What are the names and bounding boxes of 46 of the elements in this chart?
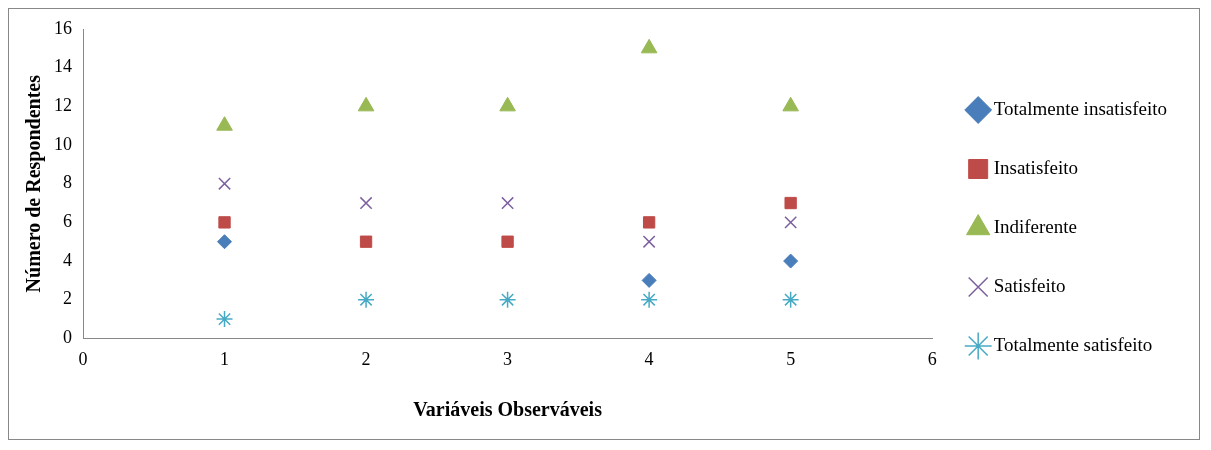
y-tick-label: 6 bbox=[63, 211, 72, 232]
x-tick-label: 1 bbox=[220, 348, 230, 369]
x-axis-title: Variáveis Observáveis bbox=[413, 398, 603, 421]
y-axis-title: Número de Respondentes bbox=[22, 74, 46, 293]
point bbox=[642, 216, 656, 229]
y-tick-label: 16 bbox=[54, 17, 72, 38]
point bbox=[498, 290, 517, 309]
legend-label: Satisfeito bbox=[993, 274, 1066, 296]
point bbox=[359, 196, 373, 210]
x-tick-label: 4 bbox=[644, 348, 654, 369]
y-tick-label: 8 bbox=[63, 172, 72, 193]
legend-label: Totalmente satisfeito bbox=[993, 333, 1153, 355]
point bbox=[781, 290, 800, 309]
x-tick-label: 6 bbox=[927, 348, 937, 369]
legend-label: Insatisfeito bbox=[993, 156, 1079, 178]
point bbox=[218, 177, 231, 191]
point bbox=[501, 235, 514, 248]
legend-label: Indiferente bbox=[993, 215, 1078, 237]
x-tick-label: 3 bbox=[503, 348, 513, 369]
point bbox=[218, 216, 231, 229]
point bbox=[499, 96, 516, 112]
point bbox=[783, 253, 799, 269]
x-tick-label: 2 bbox=[361, 348, 371, 369]
y-tick-label: 4 bbox=[63, 249, 72, 270]
point bbox=[784, 196, 797, 210]
point bbox=[640, 290, 658, 309]
y-tick-label: 2 bbox=[63, 288, 72, 309]
point bbox=[357, 96, 375, 112]
x-tick-label: 0 bbox=[78, 348, 88, 369]
y-tick-label: 0 bbox=[63, 327, 72, 348]
x-tick-label: 5 bbox=[786, 348, 796, 369]
point bbox=[215, 310, 234, 328]
y-tick-label: 14 bbox=[54, 56, 72, 77]
point bbox=[217, 234, 233, 250]
point bbox=[641, 272, 657, 288]
point bbox=[359, 235, 373, 248]
point bbox=[642, 235, 656, 249]
point bbox=[784, 215, 798, 229]
point bbox=[501, 196, 514, 210]
y-tick-label: 12 bbox=[54, 95, 72, 116]
point bbox=[357, 290, 375, 309]
legend-label: Totalmente insatisfeito bbox=[993, 97, 1168, 119]
point bbox=[640, 38, 658, 54]
point bbox=[782, 96, 799, 112]
y-tick-label: 10 bbox=[54, 133, 72, 154]
point bbox=[216, 116, 233, 131]
